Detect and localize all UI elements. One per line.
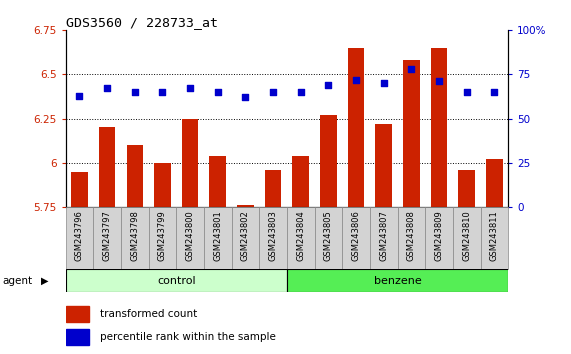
Text: GSM243811: GSM243811: [490, 210, 499, 261]
Bar: [259, 207, 287, 269]
Bar: [99, 127, 115, 207]
Bar: [66, 207, 93, 269]
Bar: [204, 207, 232, 269]
Bar: [315, 207, 342, 269]
Text: GSM243809: GSM243809: [435, 210, 444, 261]
Text: GSM243799: GSM243799: [158, 210, 167, 261]
Bar: [292, 156, 309, 207]
Text: GDS3560 / 228733_at: GDS3560 / 228733_at: [66, 16, 218, 29]
Text: transformed count: transformed count: [100, 309, 197, 319]
Text: GSM243807: GSM243807: [379, 210, 388, 261]
Point: [462, 89, 471, 95]
Bar: [210, 156, 226, 207]
Point: [158, 89, 167, 95]
Bar: [397, 207, 425, 269]
Bar: [148, 207, 176, 269]
Text: GSM243806: GSM243806: [352, 210, 360, 261]
Text: ▶: ▶: [41, 275, 49, 286]
Text: GSM243802: GSM243802: [241, 210, 250, 261]
Bar: [66, 306, 89, 321]
Bar: [486, 159, 502, 207]
Text: GSM243805: GSM243805: [324, 210, 333, 261]
Bar: [425, 207, 453, 269]
Point: [268, 89, 278, 95]
Bar: [348, 48, 364, 207]
Bar: [481, 207, 508, 269]
Bar: [176, 207, 204, 269]
Point: [213, 89, 222, 95]
Point: [296, 89, 305, 95]
Text: GSM243798: GSM243798: [130, 210, 139, 261]
Bar: [265, 170, 282, 207]
Text: agent: agent: [3, 275, 33, 286]
Text: GSM243801: GSM243801: [214, 210, 222, 261]
Bar: [66, 269, 287, 292]
Bar: [287, 207, 315, 269]
Bar: [127, 145, 143, 207]
Bar: [403, 60, 420, 207]
Bar: [375, 124, 392, 207]
Text: GSM243803: GSM243803: [268, 210, 278, 261]
Bar: [459, 170, 475, 207]
Bar: [121, 207, 148, 269]
Bar: [154, 163, 171, 207]
Text: benzene: benzene: [373, 275, 421, 286]
Bar: [237, 205, 254, 207]
Point: [186, 86, 195, 91]
Bar: [71, 172, 88, 207]
Text: GSM243796: GSM243796: [75, 210, 84, 261]
Point: [75, 93, 84, 98]
Bar: [320, 115, 337, 207]
Text: GSM243808: GSM243808: [407, 210, 416, 261]
Text: GSM243800: GSM243800: [186, 210, 195, 261]
Bar: [342, 207, 370, 269]
Point: [435, 79, 444, 84]
Bar: [287, 269, 508, 292]
Bar: [182, 119, 199, 207]
Point: [407, 66, 416, 72]
Point: [324, 82, 333, 88]
Text: GSM243804: GSM243804: [296, 210, 305, 261]
Text: control: control: [157, 275, 196, 286]
Bar: [66, 329, 89, 345]
Bar: [370, 207, 397, 269]
Text: percentile rank within the sample: percentile rank within the sample: [100, 332, 276, 342]
Point: [130, 89, 139, 95]
Point: [490, 89, 499, 95]
Point: [241, 95, 250, 100]
Bar: [232, 207, 259, 269]
Bar: [453, 207, 481, 269]
Point: [352, 77, 361, 82]
Text: GSM243810: GSM243810: [462, 210, 471, 261]
Bar: [93, 207, 121, 269]
Point: [379, 80, 388, 86]
Point: [103, 86, 112, 91]
Text: GSM243797: GSM243797: [103, 210, 112, 261]
Bar: [431, 48, 447, 207]
